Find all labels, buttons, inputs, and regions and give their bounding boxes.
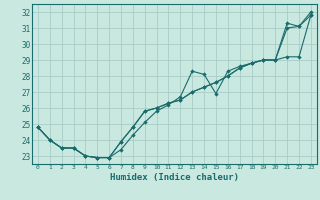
X-axis label: Humidex (Indice chaleur): Humidex (Indice chaleur) [110, 173, 239, 182]
